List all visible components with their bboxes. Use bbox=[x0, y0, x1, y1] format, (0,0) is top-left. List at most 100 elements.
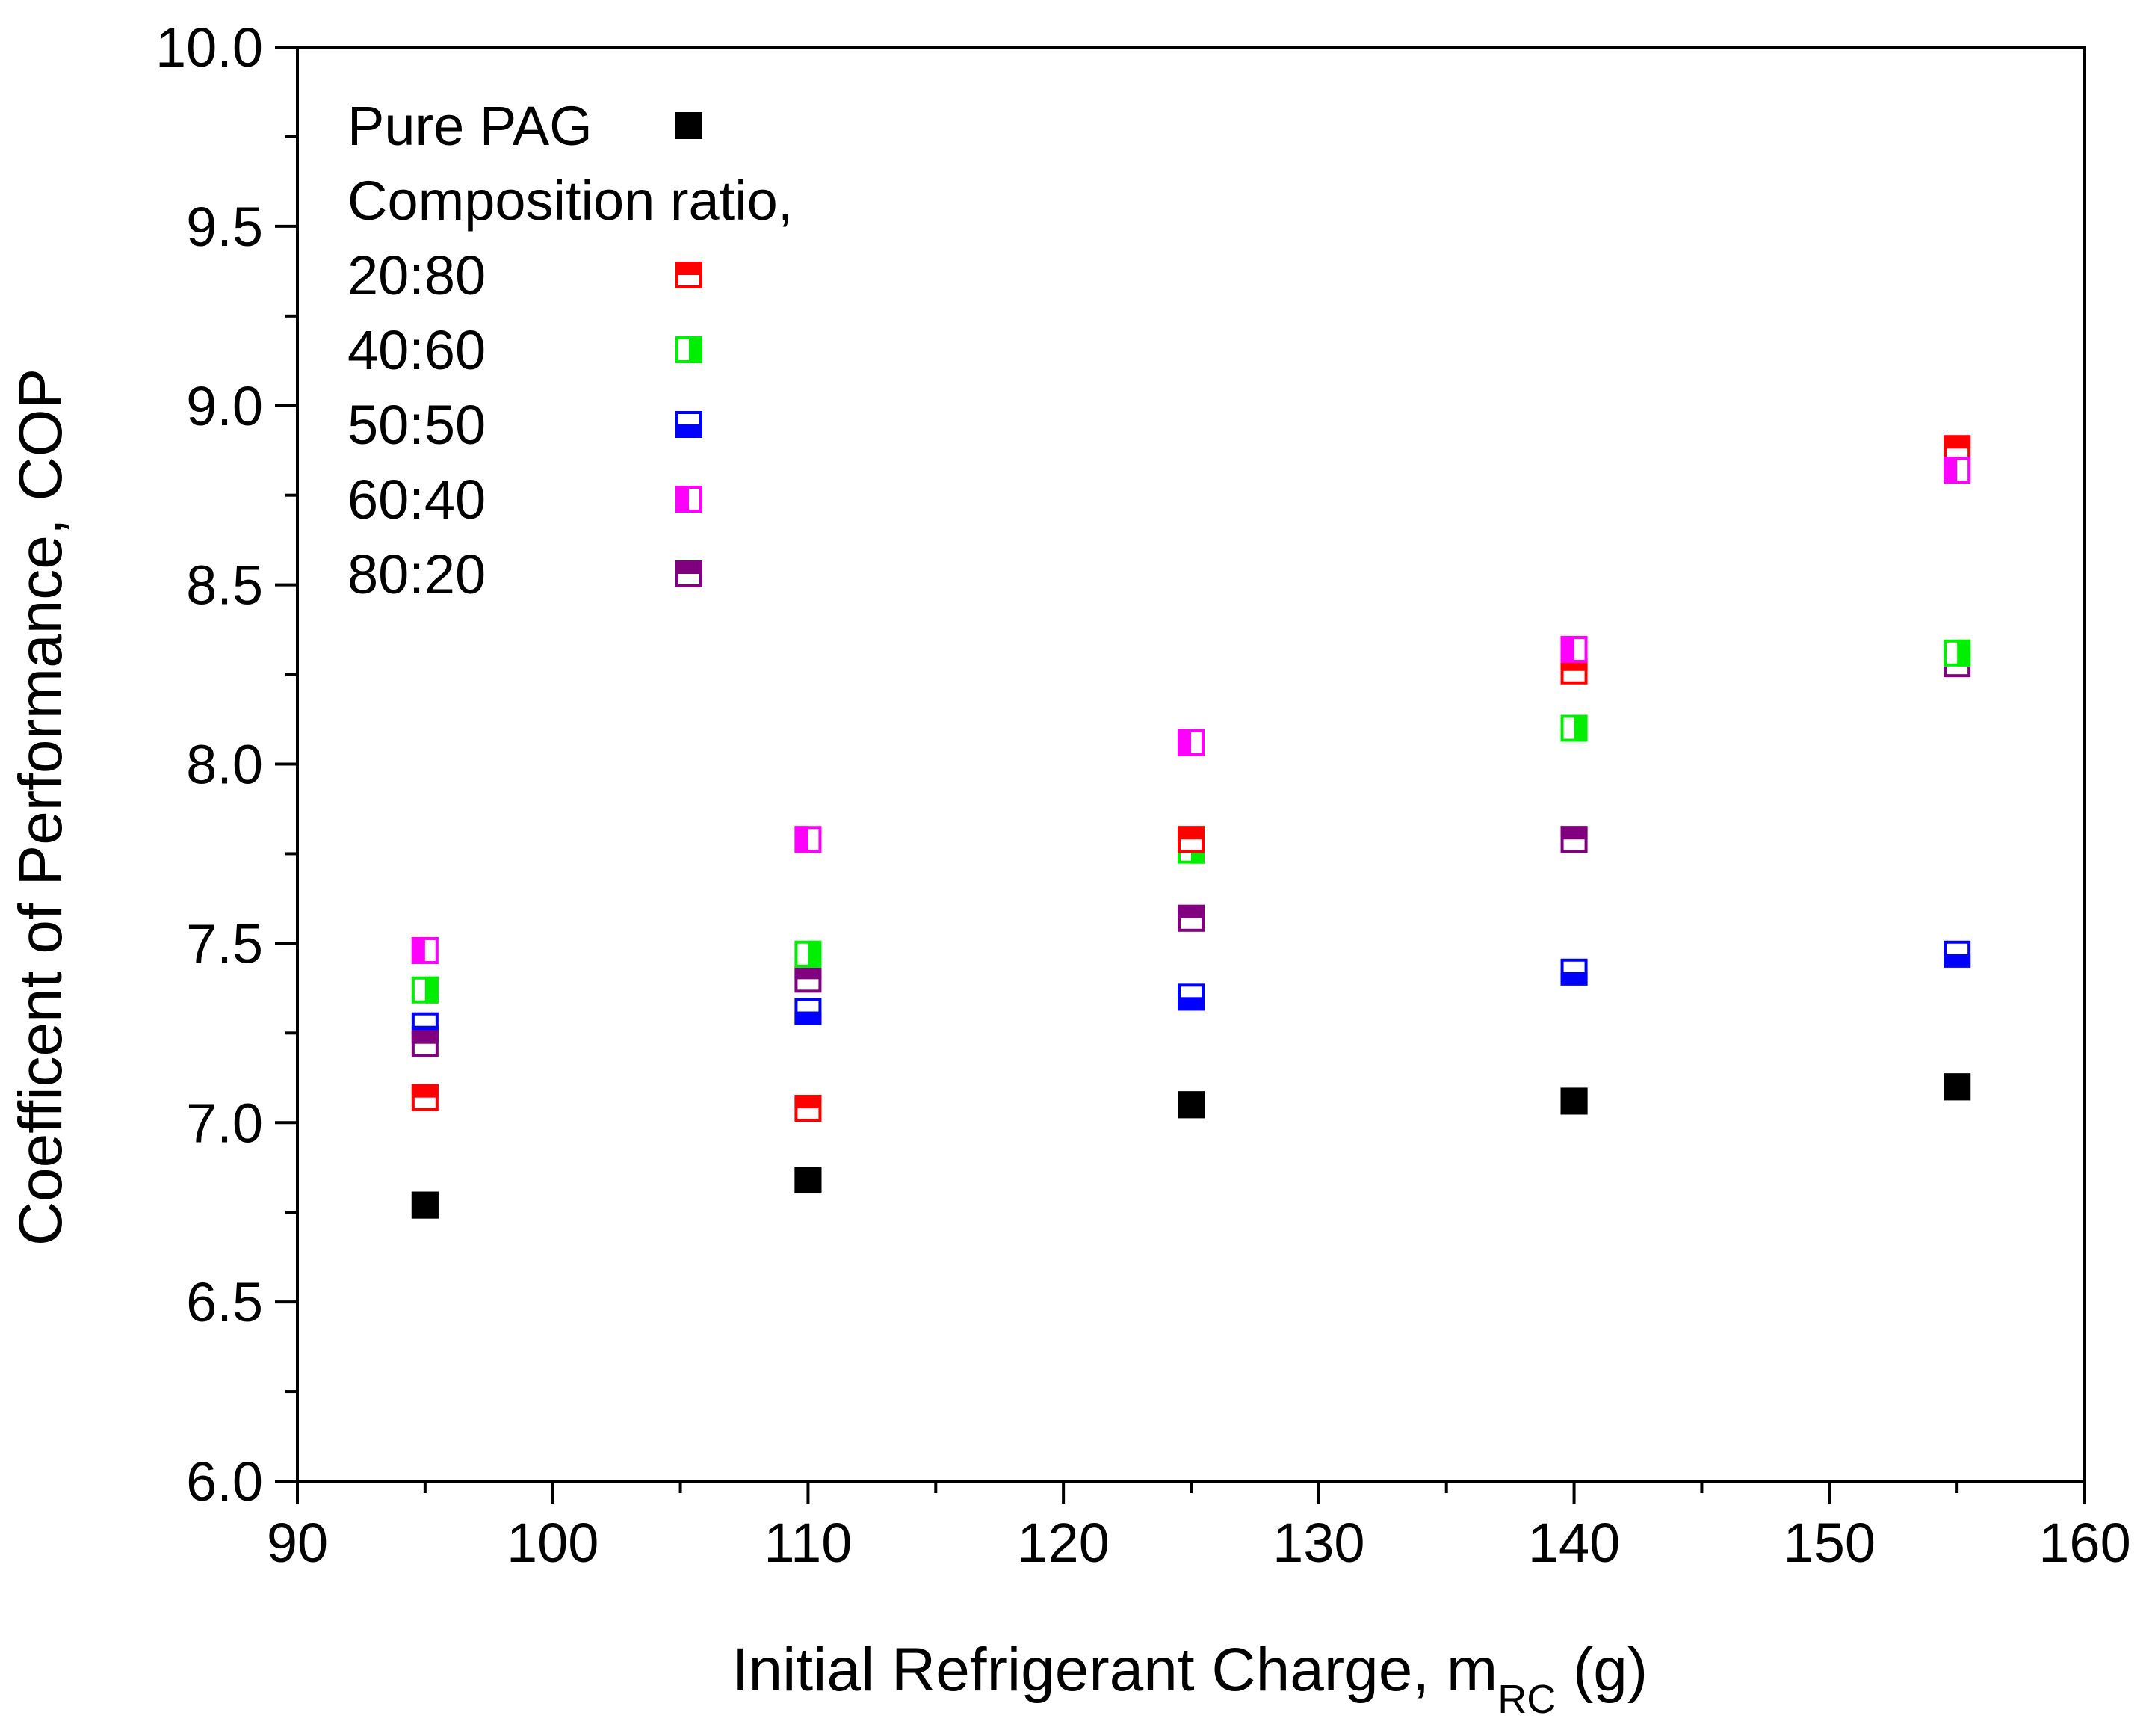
data-point bbox=[794, 966, 822, 993]
marker-fill bbox=[1560, 972, 1588, 986]
marker-outline bbox=[1560, 1087, 1588, 1115]
marker-fill bbox=[1178, 904, 1205, 918]
marker-fill bbox=[675, 112, 702, 139]
data-point bbox=[1560, 635, 1588, 663]
marker-outline bbox=[1178, 826, 1205, 853]
marker-fill bbox=[411, 1030, 439, 1044]
legend-label: 40:60 bbox=[347, 319, 486, 381]
data-point bbox=[411, 976, 439, 1004]
marker-fill bbox=[1178, 997, 1205, 1011]
data-point bbox=[1178, 826, 1205, 853]
y-tick-label: 7.0 bbox=[186, 1092, 263, 1154]
x-tick-label: 100 bbox=[507, 1512, 599, 1574]
legend-title: Composition ratio, bbox=[347, 170, 793, 232]
data-point bbox=[794, 826, 822, 853]
marker-fill bbox=[1574, 714, 1588, 742]
marker-outline bbox=[1560, 635, 1588, 663]
marker-fill bbox=[1957, 639, 1971, 667]
data-point bbox=[411, 936, 439, 964]
marker-outline bbox=[1944, 639, 1971, 667]
x-tick-label: 120 bbox=[1017, 1512, 1109, 1574]
legend-label: 50:50 bbox=[347, 394, 486, 456]
y-tick-label: 8.0 bbox=[186, 734, 263, 796]
y-tick-label: 7.5 bbox=[186, 912, 263, 974]
marker-outline bbox=[1560, 958, 1588, 986]
x-tick-label: 110 bbox=[764, 1512, 852, 1574]
marker-fill bbox=[1178, 1091, 1205, 1119]
marker-fill bbox=[1178, 729, 1191, 756]
data-point bbox=[1944, 457, 1971, 484]
x-tick-label: 90 bbox=[267, 1512, 328, 1574]
marker-outline bbox=[675, 560, 702, 587]
data-marks bbox=[411, 435, 1971, 1219]
marker-fill bbox=[675, 560, 702, 574]
marker-fill bbox=[808, 940, 822, 968]
marker-fill bbox=[1560, 635, 1574, 663]
marker-fill bbox=[689, 336, 702, 363]
marker-outline bbox=[1560, 826, 1588, 853]
legend-label: Pure PAG bbox=[347, 95, 593, 157]
marker-outline bbox=[1944, 1073, 1971, 1101]
data-point bbox=[411, 1030, 439, 1057]
data-point bbox=[794, 940, 822, 968]
marker-fill bbox=[1944, 1073, 1971, 1101]
marker-outline bbox=[675, 486, 702, 513]
legend-marker bbox=[675, 262, 702, 288]
legend-marker bbox=[675, 560, 702, 587]
marker-fill bbox=[1560, 826, 1588, 840]
marker-fill bbox=[1178, 826, 1205, 840]
marker-fill bbox=[1944, 954, 1971, 968]
data-point bbox=[1560, 1087, 1588, 1115]
marker-outline bbox=[675, 411, 702, 438]
x-tick-label: 130 bbox=[1273, 1512, 1364, 1574]
data-point bbox=[1944, 1073, 1971, 1101]
marker-outline bbox=[411, 1084, 439, 1111]
x-axis-title-suffix: (g) bbox=[1556, 1636, 1648, 1704]
plot-frame bbox=[296, 46, 2086, 1483]
data-point bbox=[1944, 639, 1971, 667]
y-tick-label: 9.5 bbox=[186, 196, 263, 258]
marker-fill bbox=[675, 486, 689, 513]
marker-outline bbox=[411, 1030, 439, 1057]
legend-marker bbox=[675, 336, 702, 363]
marker-outline bbox=[411, 936, 439, 964]
marker-fill bbox=[675, 262, 702, 275]
y-tick-label: 9.0 bbox=[186, 375, 263, 437]
marker-outline bbox=[675, 112, 702, 139]
marker-outline bbox=[794, 1095, 822, 1122]
data-point bbox=[1944, 940, 1971, 968]
data-point bbox=[794, 998, 822, 1025]
y-tick-label: 8.5 bbox=[186, 555, 263, 617]
marker-fill bbox=[1560, 1087, 1588, 1115]
marker-fill bbox=[794, 1167, 822, 1194]
marker-outline bbox=[1560, 714, 1588, 742]
marker-outline bbox=[411, 976, 439, 1004]
marker-outline bbox=[1944, 457, 1971, 484]
legend: Pure PAG Composition ratio, 20:80 40:60 50:5… bbox=[347, 95, 793, 605]
marker-fill bbox=[424, 976, 439, 1004]
marker-outline bbox=[1178, 983, 1205, 1011]
marker-outline bbox=[675, 336, 702, 363]
marker-outline bbox=[794, 826, 822, 853]
data-point bbox=[1560, 714, 1588, 742]
marker-fill bbox=[411, 1191, 439, 1219]
legend-label: 60:40 bbox=[347, 469, 486, 531]
marker-outline bbox=[411, 1191, 439, 1219]
data-point bbox=[1560, 826, 1588, 853]
y-axis-title: Coefficent of Performance, COP bbox=[7, 368, 75, 1246]
marker-outline bbox=[1178, 729, 1205, 756]
marker-outline bbox=[794, 1167, 822, 1194]
marker-outline bbox=[1944, 940, 1971, 968]
data-point bbox=[1560, 958, 1588, 986]
marker-fill bbox=[794, 1095, 822, 1109]
data-point bbox=[1178, 904, 1205, 932]
marker-fill bbox=[411, 1084, 439, 1098]
marker-outline bbox=[794, 940, 822, 968]
marker-fill bbox=[794, 826, 808, 853]
legend-label: 20:80 bbox=[347, 244, 486, 306]
data-point bbox=[411, 1084, 439, 1111]
legend-marker bbox=[675, 411, 702, 438]
legend-label: 80:20 bbox=[347, 543, 486, 605]
data-point bbox=[1178, 1091, 1205, 1119]
